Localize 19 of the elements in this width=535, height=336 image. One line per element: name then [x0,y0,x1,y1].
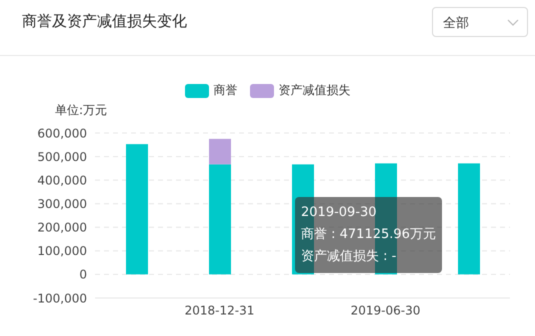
text: 全部 [443,15,469,32]
bar [126,144,148,274]
legend-label: 商誉 [214,82,238,99]
y-tick-label: 500,000 [37,150,87,164]
x-tick-label: 2019-06-30 [350,304,420,318]
bar [209,164,231,274]
x-tick-label: 2018-12-31 [184,304,254,318]
y-tick-label: 400,000 [37,173,87,188]
bar [458,163,480,274]
y-tick-label: 100,000 [37,244,87,258]
y-tick-label: 0 [79,268,87,282]
chart-title: 商誉及资产减值损失变化 [22,12,187,31]
y-axis-title: 单位:万元 [55,102,108,119]
bar [209,138,231,164]
legend-label: 资产减值损失 [278,82,350,99]
y-tick-label: 200,000 [37,220,87,235]
y-tick-label: 600,000 [37,126,87,140]
y-tick-label: 300,000 [37,196,87,211]
y-tick-label: -100,000 [33,291,87,306]
